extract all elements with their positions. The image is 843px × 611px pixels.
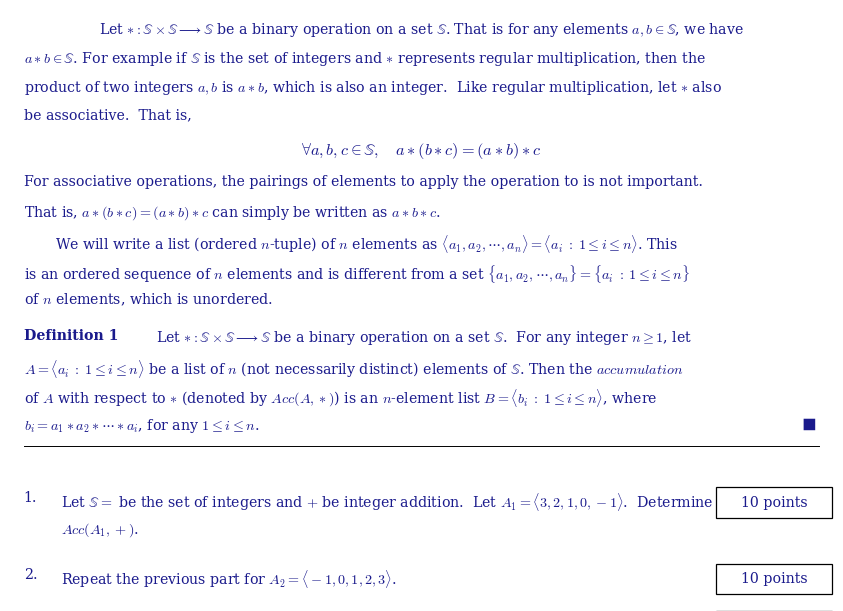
Text: $\blacksquare$: $\blacksquare$ — [802, 417, 816, 432]
Text: $a * b \in \mathbb{S}$. For example if $\mathbb{S}$ is the set of integers and $: $a * b \in \mathbb{S}$. For example if $… — [24, 50, 706, 68]
Text: For associative operations, the pairings of elements to apply the operation to i: For associative operations, the pairings… — [24, 175, 702, 189]
Text: That is, $a * (b * c) = (a * b) * c$ can simply be written as $a * b * c$.: That is, $a * (b * c) = (a * b) * c$ can… — [24, 204, 440, 222]
Text: is an ordered sequence of $n$ elements and is different from a set $\{a_1, a_2, : is an ordered sequence of $n$ elements a… — [24, 263, 690, 285]
Text: $\forall a, b, c \in \mathbb{S}, \quad a * (b * c) = (a * b) * c$: $\forall a, b, c \in \mathbb{S}, \quad a… — [301, 141, 542, 161]
Text: Repeat the previous part for $A_2 = \langle -1, 0, 1, 2, 3 \rangle$.: Repeat the previous part for $A_2 = \lan… — [61, 568, 396, 590]
Text: Let $\mathbb{S} =$ be the set of integers and $+$ be integer addition.  Let $A_1: Let $\mathbb{S} =$ be the set of integer… — [61, 491, 713, 513]
Text: $A = \langle a_i \;:\; 1 \leq i \leq n \rangle$ be a list of $n$ (not necessaril: $A = \langle a_i \;:\; 1 \leq i \leq n \… — [24, 358, 683, 380]
Text: 10 points: 10 points — [740, 496, 808, 510]
Text: We will write a list (ordered $n$-tuple) of $n$ elements as $\langle a_1, a_2, \: We will write a list (ordered $n$-tuple)… — [55, 233, 678, 255]
Text: of $n$ elements, which is unordered.: of $n$ elements, which is unordered. — [24, 292, 272, 309]
FancyBboxPatch shape — [716, 488, 832, 518]
Text: of $A$ with respect to $*$ (denoted by $Acc(A, *)$) is an $n$-element list $B = : of $A$ with respect to $*$ (denoted by $… — [24, 387, 657, 409]
Text: 1.: 1. — [24, 491, 37, 505]
Text: $Acc(A_1, +)$.: $Acc(A_1, +)$. — [61, 521, 138, 539]
Text: Let $* : \mathbb{S} \times \mathbb{S} \longrightarrow \mathbb{S}$ be a binary op: Let $* : \mathbb{S} \times \mathbb{S} \l… — [156, 329, 692, 346]
Text: product of two integers $a, b$ is $a * b$, which is also an integer.  Like regul: product of two integers $a, b$ is $a * b… — [24, 79, 722, 97]
Text: $b_i = a_1 * a_2 * \cdots * a_i$, for any $1 \leq i \leq n$.: $b_i = a_1 * a_2 * \cdots * a_i$, for an… — [24, 417, 259, 434]
Text: Definition 1: Definition 1 — [24, 329, 118, 343]
Text: be associative.  That is,: be associative. That is, — [24, 109, 191, 123]
Text: 2.: 2. — [24, 568, 37, 582]
Text: 10 points: 10 points — [740, 572, 808, 586]
FancyBboxPatch shape — [716, 563, 832, 594]
Text: Let $*: \mathbb{S} \times \mathbb{S} \longrightarrow \mathbb{S}$ be a binary ope: Let $*: \mathbb{S} \times \mathbb{S} \lo… — [99, 21, 744, 38]
